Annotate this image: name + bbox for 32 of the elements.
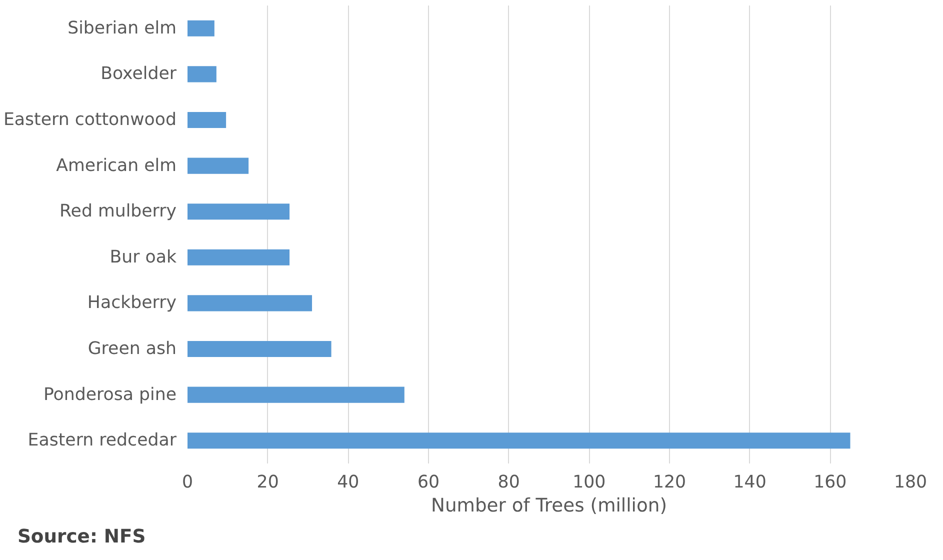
bar — [188, 20, 214, 36]
x-tick-label: 140 — [733, 472, 766, 492]
y-tick-label: Red mulberry — [60, 202, 177, 222]
x-tick-label: 120 — [652, 472, 686, 492]
bar — [188, 340, 332, 358]
bar — [188, 295, 312, 312]
x-axis-title: Number of Trees (million) — [430, 496, 668, 516]
y-tick-label: Eastern cottonwood — [3, 110, 177, 130]
y-tick-label: Siberian elm — [68, 18, 177, 38]
y-tick-label: Hackberry — [87, 293, 177, 314]
bar — [188, 204, 290, 220]
source-note: Source: NFS — [18, 526, 146, 548]
y-tick-label: Ponderosa pine — [43, 384, 177, 405]
y-tick-label: American elm — [56, 156, 177, 176]
x-tick-label: 20 — [256, 472, 279, 492]
bar — [188, 432, 850, 449]
bar — [188, 249, 290, 266]
x-tick-label: 40 — [337, 472, 360, 492]
x-tick-label: 60 — [417, 472, 440, 492]
y-tick-label: Bur oak — [110, 247, 177, 268]
bar — [188, 66, 216, 82]
y-tick-label: Boxelder — [100, 64, 178, 84]
x-tick-label: 0 — [182, 472, 194, 492]
bar — [188, 158, 249, 174]
y-tick-label: Green ash — [88, 339, 177, 359]
x-tick-label: 160 — [814, 472, 847, 492]
bar — [188, 112, 226, 128]
x-tick-label: 100 — [572, 472, 606, 492]
y-tick-label: Eastern redcedar — [28, 430, 178, 451]
x-tick-label: 80 — [498, 472, 520, 492]
x-tick-label: 180 — [894, 472, 928, 492]
bar — [188, 386, 404, 403]
